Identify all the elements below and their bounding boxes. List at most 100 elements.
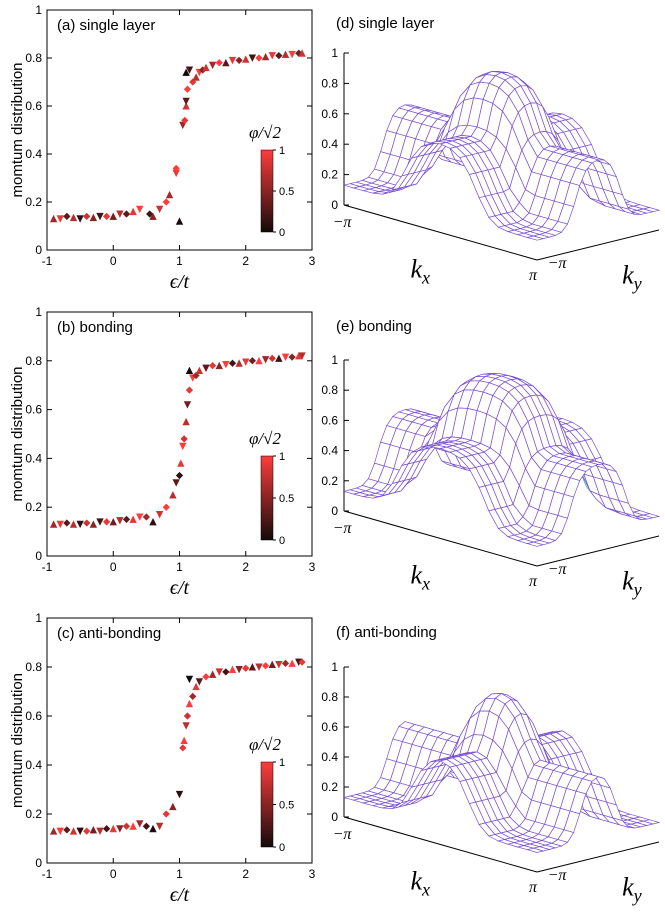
ky-axis bbox=[536, 229, 660, 261]
data-point bbox=[83, 827, 91, 835]
data-point bbox=[142, 822, 150, 830]
x-tick-label: 3 bbox=[309, 560, 316, 574]
data-point bbox=[109, 517, 117, 526]
y-tick-label: 1 bbox=[35, 611, 42, 625]
data-point bbox=[281, 659, 290, 667]
data-point bbox=[175, 790, 184, 799]
data-point bbox=[288, 50, 296, 59]
z-tick-label: 0 bbox=[331, 504, 338, 518]
z-tick-label: 0.6 bbox=[321, 107, 338, 121]
data-point bbox=[281, 353, 290, 362]
panel-title: (f) anti-bonding bbox=[336, 624, 437, 641]
data-point bbox=[268, 354, 276, 362]
data-point bbox=[261, 52, 270, 61]
x-tick-label: -1 bbox=[42, 254, 53, 268]
x-tick-label: 0 bbox=[110, 254, 117, 268]
data-point bbox=[180, 435, 188, 443]
data-point bbox=[63, 212, 71, 221]
kx-axis bbox=[343, 510, 538, 567]
data-point bbox=[183, 712, 192, 720]
colorbar-tick-label: 0.5 bbox=[279, 800, 294, 812]
colorbar bbox=[260, 455, 274, 541]
x-tick-label: 2 bbox=[242, 867, 249, 881]
y-axis-label: momtum distribution bbox=[9, 366, 26, 501]
z-tick-label: 0.8 bbox=[321, 383, 338, 397]
kx-subscript: x bbox=[421, 268, 430, 288]
y-tick-label: 0.2 bbox=[25, 807, 42, 821]
y-tick-label: 0.2 bbox=[25, 195, 42, 209]
y-tick-label: 0.6 bbox=[25, 709, 42, 723]
data-point bbox=[208, 61, 217, 70]
kx-axis bbox=[343, 204, 538, 261]
data-point bbox=[169, 802, 177, 811]
data-point bbox=[69, 520, 78, 528]
data-point bbox=[215, 59, 223, 67]
ky-axis-label: ky bbox=[622, 567, 642, 600]
data-point bbox=[175, 471, 184, 480]
data-point bbox=[202, 364, 210, 372]
data-point bbox=[209, 362, 217, 370]
data-point bbox=[183, 401, 192, 409]
data-point bbox=[155, 822, 164, 831]
y-tick-label: 0.4 bbox=[25, 758, 42, 772]
data-point bbox=[129, 207, 137, 216]
data-point bbox=[195, 366, 204, 375]
data-point bbox=[116, 825, 124, 833]
data-point bbox=[129, 515, 137, 523]
data-point bbox=[177, 459, 185, 467]
data-point bbox=[49, 214, 58, 223]
kx-min-label: −π bbox=[333, 826, 353, 843]
scatter-panel-0: 00.20.40.60.81-1 0 1 2 3(a) single layerϵ/tm… bbox=[9, 3, 316, 293]
ky-min-label: −π bbox=[548, 867, 568, 884]
x-axis-label: ϵ/t bbox=[170, 577, 190, 599]
z-tick-label: 1 bbox=[331, 353, 338, 367]
y-axis-label: momtum distribution bbox=[9, 62, 26, 197]
data-point bbox=[96, 827, 104, 836]
scatter-panel-1: 00.20.40.60.81-1 0 1 2 3(b) bondingϵ/tmomtum… bbox=[9, 305, 316, 599]
z-tick-label: 0.8 bbox=[321, 76, 338, 90]
panel-title: (e) bonding bbox=[336, 318, 412, 335]
z-tick-label: 0.8 bbox=[321, 690, 338, 704]
data-point bbox=[109, 212, 117, 220]
panel-title: (b) bonding bbox=[57, 319, 133, 336]
data-point bbox=[192, 73, 200, 81]
z-tick-label: 0.4 bbox=[321, 750, 338, 764]
data-point bbox=[76, 827, 84, 836]
data-point bbox=[129, 822, 137, 830]
data-point bbox=[162, 810, 170, 818]
ky-subscript: y bbox=[632, 274, 642, 294]
z-tick-label: 0.4 bbox=[321, 444, 338, 458]
z-tick-label: 0.6 bbox=[321, 413, 338, 427]
kx-axis-label: kx bbox=[411, 255, 431, 288]
data-point bbox=[149, 212, 157, 220]
data-point bbox=[275, 51, 283, 60]
data-point bbox=[103, 518, 111, 526]
ky-axis bbox=[536, 535, 660, 567]
x-tick-label: 2 bbox=[242, 560, 249, 574]
colorbar-tick-label: 0.5 bbox=[279, 186, 294, 198]
ky-axis-label: ky bbox=[622, 873, 642, 906]
data-point bbox=[228, 665, 237, 673]
data-point bbox=[248, 357, 256, 365]
data-point bbox=[142, 513, 150, 521]
colorbar-tick-label: 0.5 bbox=[279, 493, 294, 505]
colorbar-tick-label: 1 bbox=[279, 757, 285, 769]
data-point bbox=[262, 662, 270, 670]
kx-axis bbox=[343, 816, 538, 873]
y-tick-label: 1 bbox=[35, 305, 42, 319]
data-point bbox=[122, 210, 131, 218]
y-tick-label: 1 bbox=[35, 3, 42, 17]
z-tick-label: 0 bbox=[331, 810, 338, 824]
data-point bbox=[181, 116, 189, 125]
data-point bbox=[155, 511, 164, 519]
data-point bbox=[255, 356, 263, 365]
colorbar-label: φ/√2 bbox=[249, 735, 281, 754]
data-point bbox=[172, 164, 180, 173]
data-point bbox=[122, 822, 131, 830]
data-point bbox=[76, 215, 84, 223]
y-tick-label: 0.4 bbox=[25, 147, 42, 161]
data-point bbox=[268, 52, 276, 60]
data-point bbox=[182, 102, 190, 110]
